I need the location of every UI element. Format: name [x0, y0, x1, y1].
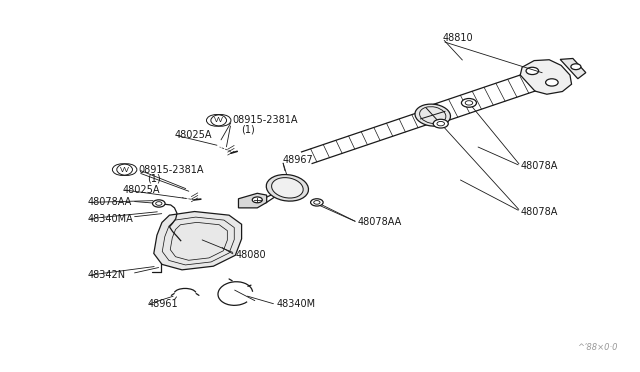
Text: 48078A: 48078A	[521, 206, 558, 217]
Circle shape	[152, 200, 165, 207]
Text: 48340MA: 48340MA	[88, 214, 134, 224]
Polygon shape	[520, 60, 572, 94]
Ellipse shape	[266, 174, 308, 201]
Polygon shape	[560, 58, 586, 79]
Polygon shape	[239, 193, 267, 208]
Text: V: V	[120, 167, 125, 173]
Circle shape	[526, 67, 539, 74]
Circle shape	[310, 199, 323, 206]
Text: 48025A: 48025A	[122, 185, 160, 195]
Circle shape	[433, 119, 448, 128]
Text: 08915-2381A: 08915-2381A	[232, 115, 298, 125]
Text: ^ʹ88×0·0: ^ʹ88×0·0	[577, 343, 618, 352]
Text: V: V	[214, 118, 219, 124]
Text: 08915-2381A: 08915-2381A	[138, 164, 204, 174]
Text: V: V	[124, 167, 129, 173]
Circle shape	[252, 197, 262, 203]
Text: 48967: 48967	[282, 155, 313, 166]
Circle shape	[546, 79, 558, 86]
Polygon shape	[154, 212, 242, 270]
Text: (1): (1)	[242, 125, 255, 135]
Text: 48342N: 48342N	[88, 270, 126, 280]
Text: 48078AA: 48078AA	[88, 198, 132, 208]
Text: V: V	[218, 118, 223, 124]
Text: 48961: 48961	[148, 299, 178, 310]
Text: 48810: 48810	[442, 33, 473, 44]
Text: 48080: 48080	[236, 250, 266, 260]
Ellipse shape	[271, 177, 303, 198]
Text: 48078A: 48078A	[521, 161, 558, 171]
Text: 48025A: 48025A	[175, 130, 212, 140]
Circle shape	[571, 64, 581, 70]
Circle shape	[461, 99, 477, 107]
Text: 48078AA: 48078AA	[358, 218, 402, 227]
Ellipse shape	[415, 104, 451, 126]
Text: (1): (1)	[148, 174, 161, 184]
Text: 48340M: 48340M	[276, 299, 316, 310]
